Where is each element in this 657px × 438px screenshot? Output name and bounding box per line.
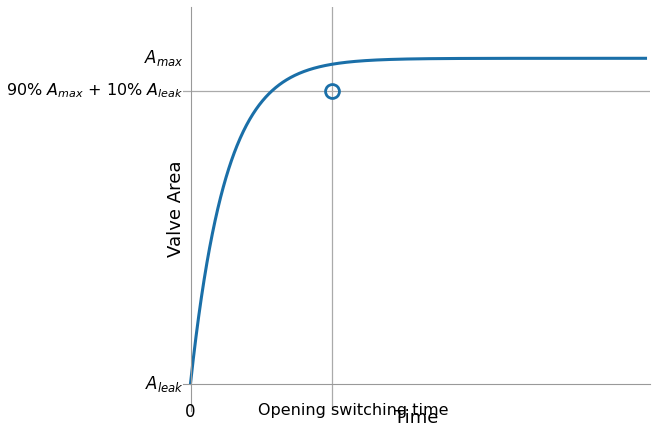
Text: Opening switching time: Opening switching time: [258, 403, 448, 418]
Text: 0: 0: [185, 403, 196, 421]
Y-axis label: Valve Area: Valve Area: [167, 161, 185, 257]
X-axis label: Time: Time: [394, 409, 439, 427]
Text: $A_{max}$: $A_{max}$: [144, 48, 183, 68]
Text: 90% $A_{max}$ + 10% $A_{leak}$: 90% $A_{max}$ + 10% $A_{leak}$: [7, 81, 183, 100]
Text: $A_{leak}$: $A_{leak}$: [145, 374, 183, 393]
